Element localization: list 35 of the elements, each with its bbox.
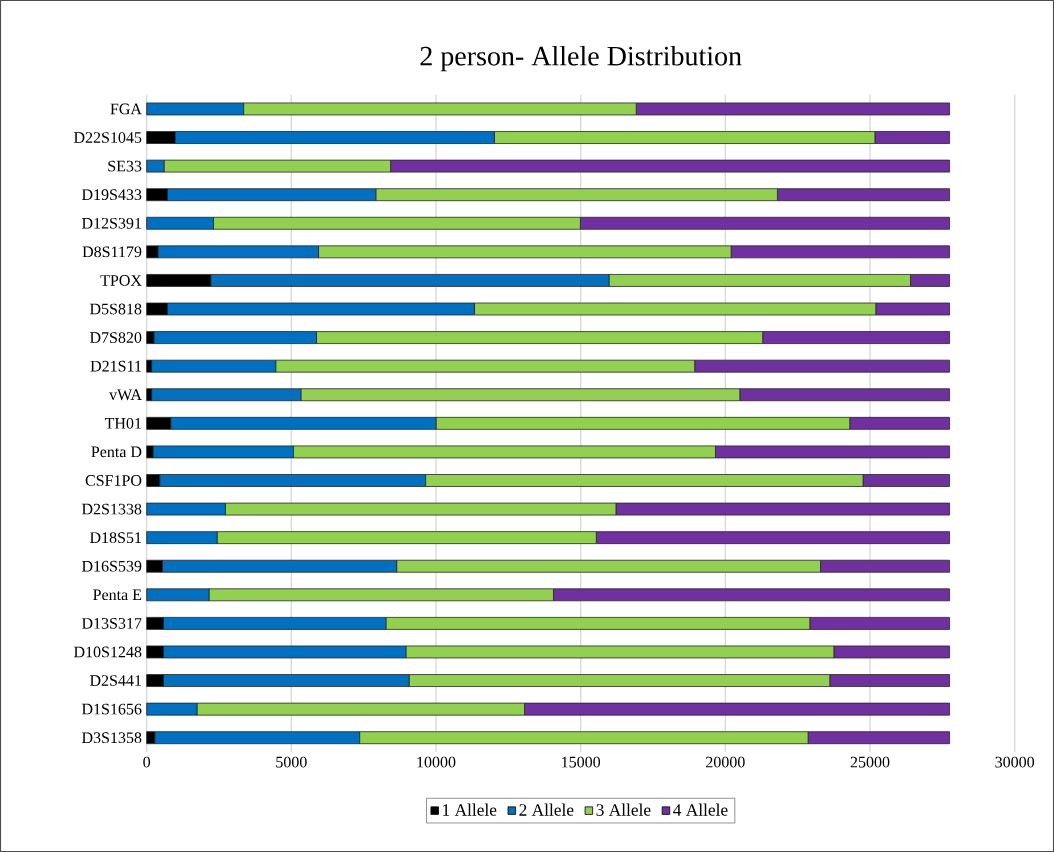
x-tick-label: 5000 xyxy=(276,756,307,768)
y-tick-label: D19S433 xyxy=(81,189,142,201)
y-tick-label: D8S1179 xyxy=(82,246,142,258)
y-tick-label: TPOX xyxy=(100,275,142,286)
y-tick-label: D2S1338 xyxy=(81,503,142,515)
legend-label: 4 Allele xyxy=(673,803,728,816)
y-tick-label: D7S820 xyxy=(89,332,142,343)
x-tick-label: 20000 xyxy=(706,756,745,768)
x-tick-label: 10000 xyxy=(417,756,456,768)
x-tick-label: 25000 xyxy=(850,756,890,768)
y-tick-label: D3S1358 xyxy=(81,732,142,744)
y-tick-label: vWA xyxy=(109,389,142,401)
x-tick-label: 30000 xyxy=(995,756,1035,768)
y-tick-label: FGA xyxy=(110,103,142,115)
legend-label: 2 Allele xyxy=(519,803,574,816)
y-tick-label: D22S1045 xyxy=(73,132,142,143)
y-tick-label: D10S1248 xyxy=(73,646,142,658)
y-tick-label: D18S51 xyxy=(89,532,141,544)
y-tick-label: Penta E xyxy=(93,589,142,601)
chart-title: 2 person- Allele Distribution xyxy=(420,45,742,72)
legend-label: 3 Allele xyxy=(596,803,651,816)
y-tick-label: CSF1PO xyxy=(85,475,142,486)
y-tick-label: D21S11 xyxy=(90,360,141,372)
y-tick-label: D12S391 xyxy=(81,217,141,229)
x-tick-label: 15000 xyxy=(562,756,601,768)
y-tick-label: Penta D xyxy=(91,446,142,458)
legend-label: 1 Allele xyxy=(443,803,497,816)
x-tick-label: 0 xyxy=(143,756,151,768)
y-tick-label: D1S1656 xyxy=(81,703,142,715)
y-tick-label: D5S818 xyxy=(89,303,142,315)
y-tick-label: D13S317 xyxy=(81,618,142,629)
y-tick-label: D2S441 xyxy=(89,675,141,686)
y-tick-label: TH01 xyxy=(104,417,142,429)
y-tick-label: SE33 xyxy=(108,160,142,172)
y-tick-label: D16S539 xyxy=(81,560,142,572)
